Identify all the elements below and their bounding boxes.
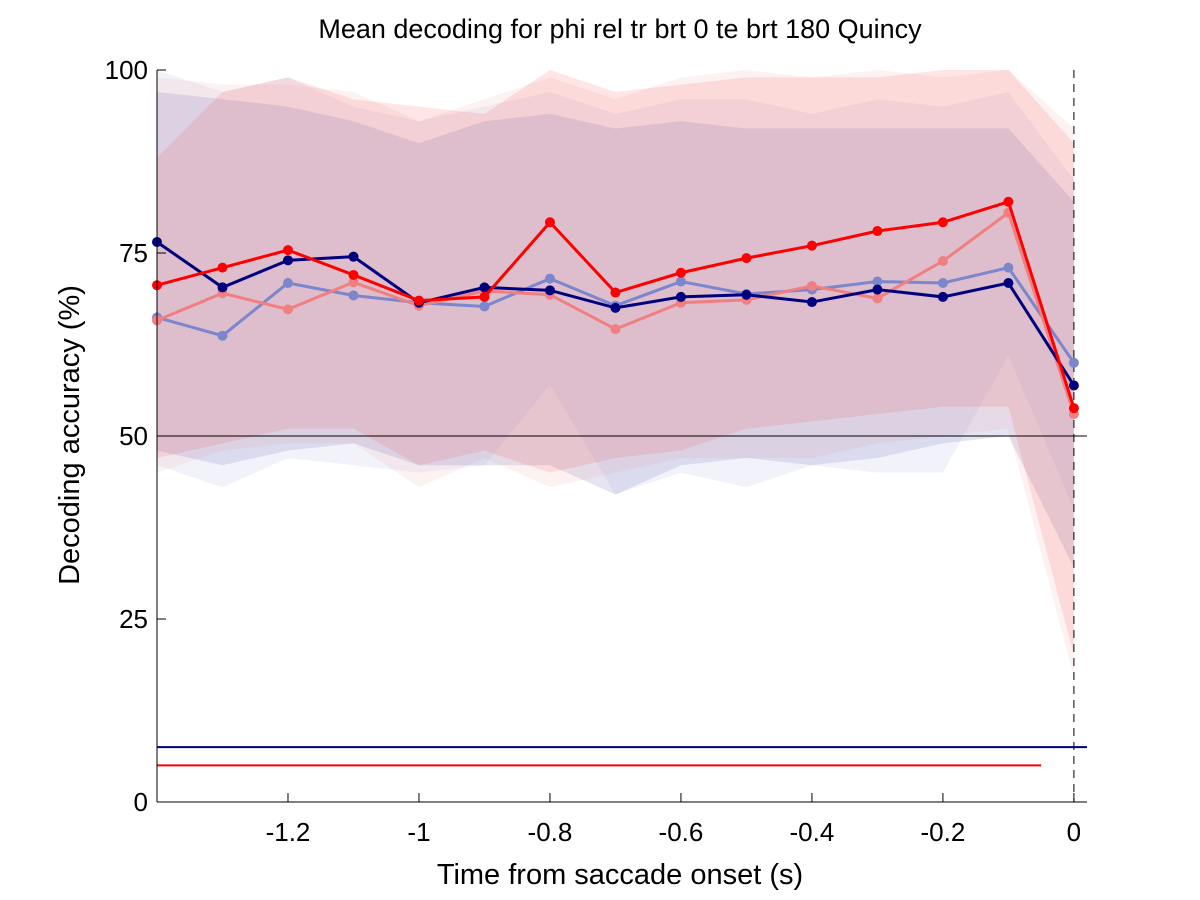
series-2-point <box>872 276 883 287</box>
series-4-point <box>610 324 621 335</box>
series-2-point <box>937 278 948 289</box>
series-1-point <box>348 251 359 262</box>
x-tick-label: -1.2 <box>266 817 311 847</box>
series-3-point <box>282 245 293 256</box>
series-2-point <box>217 330 228 341</box>
series-1-point <box>282 255 293 266</box>
x-tick-label: 0 <box>1067 817 1081 847</box>
series-1-point <box>741 289 752 300</box>
series-3-point <box>217 262 228 273</box>
series-1-point <box>1068 380 1079 391</box>
series-4-point <box>348 277 359 288</box>
series-1-point <box>872 284 883 295</box>
series-4-point <box>282 304 293 315</box>
series-3-point <box>610 287 621 298</box>
confidence-bands <box>157 70 1074 678</box>
data-series <box>152 196 1079 420</box>
series-4-point <box>872 293 883 304</box>
x-tick-label: -0.2 <box>921 817 966 847</box>
y-tick-label: 50 <box>119 421 148 451</box>
series-1-point <box>1003 278 1014 289</box>
x-axis-ticks: -1.2 -1 -0.8 -0.6 -0.4 -0.2 0 <box>266 793 1081 847</box>
series-2-point <box>675 276 686 287</box>
series-2-point <box>544 273 555 284</box>
series-3-point <box>937 217 948 228</box>
series-2-point <box>348 290 359 301</box>
series-3-point <box>479 291 490 302</box>
significance-bars <box>157 746 1087 767</box>
series-4-point <box>937 256 948 267</box>
series-4-point <box>806 280 817 291</box>
y-axis-label: Decoding accuracy (%) <box>54 285 86 585</box>
series-1-point <box>806 297 817 308</box>
x-tick-label: -0.4 <box>790 817 835 847</box>
y-axis-ticks: 0 25 50 75 100 <box>105 55 166 817</box>
series-2-point <box>1068 357 1079 368</box>
y-tick-label: 0 <box>134 787 148 817</box>
y-tick-label: 25 <box>119 604 148 634</box>
series-3-point <box>872 226 883 237</box>
series-3-point <box>413 295 424 306</box>
series-3-point <box>348 269 359 280</box>
y-tick-label: 100 <box>105 55 148 85</box>
chart-title: Mean decoding for phi rel tr brt 0 te br… <box>318 14 922 44</box>
band-series-3 <box>157 70 1074 656</box>
series-3 <box>152 196 1079 414</box>
series-1-point <box>610 302 621 313</box>
series-2-point <box>479 301 490 312</box>
series-3-point <box>1068 403 1079 414</box>
series-1-point <box>479 282 490 293</box>
y-tick-label: 75 <box>119 238 148 268</box>
series-2-point <box>282 278 293 289</box>
series-3-point <box>544 217 555 228</box>
series-2-point <box>1003 262 1014 273</box>
x-tick-label: -0.6 <box>659 817 704 847</box>
x-tick-label: -0.8 <box>528 817 573 847</box>
series-1-point <box>544 285 555 296</box>
band-series-4 <box>157 70 1074 678</box>
x-axis-label: Time from saccade onset (s) <box>437 859 803 891</box>
series-1-point <box>937 291 948 302</box>
series-3-point <box>675 267 686 278</box>
series-3-point <box>741 253 752 264</box>
x-tick-label: -1 <box>407 817 430 847</box>
series-3-point <box>1003 196 1014 207</box>
series-3-point <box>806 240 817 251</box>
series-1-point <box>217 282 228 293</box>
reference-lines <box>157 70 1087 802</box>
series-1-point <box>675 291 686 302</box>
